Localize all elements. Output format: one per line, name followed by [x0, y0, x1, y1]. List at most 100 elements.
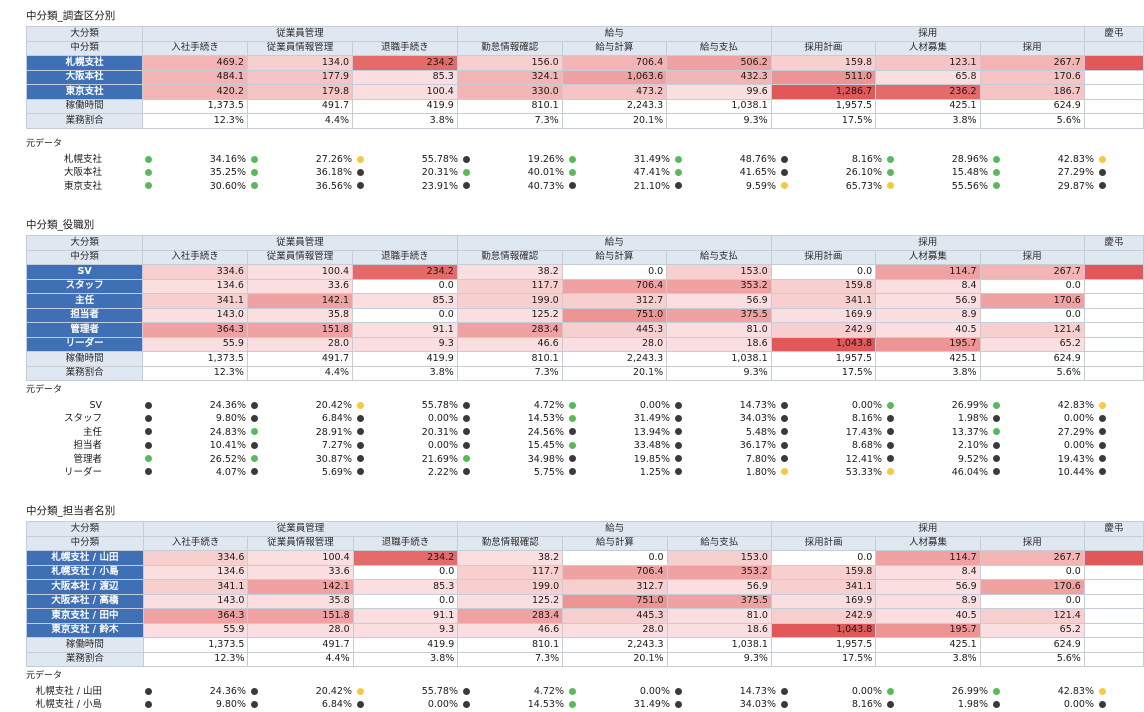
value-cell: 170.6: [979, 579, 1085, 595]
source-percent: 65.73%: [845, 180, 882, 192]
status-dot-icon: [887, 455, 894, 463]
row-header[interactable]: 東京支社 / 鈴木: [26, 622, 144, 638]
source-percent: 2.22%: [427, 466, 458, 478]
status-dot-icon: [145, 168, 152, 176]
value-cell: 65.2: [979, 336, 1085, 352]
hours-cell: 810.1: [456, 98, 563, 114]
hours-row: 稼働時間 1,373.5 491.7 419.9 810.1 2,243.3 1,038.1…: [26, 637, 1144, 653]
value-cell: 234.2: [352, 550, 459, 566]
source-percent: 40.73%: [527, 180, 564, 192]
value-cell: 375.5: [666, 307, 772, 323]
minor-category-header: 給与計算: [561, 40, 668, 56]
value-cell: 706.4: [562, 564, 668, 580]
status-dot-icon: [569, 168, 576, 176]
value-cell: 65.2: [979, 622, 1085, 638]
value-cell: 125.2: [456, 307, 563, 323]
row-header[interactable]: 大阪本社 / 渡辺: [26, 579, 144, 595]
source-percent: 24.56%: [527, 426, 564, 438]
row-header[interactable]: SV: [25, 264, 144, 280]
ratio-cell: 4.4%: [246, 113, 354, 129]
value-cell: 511.0: [770, 69, 877, 85]
value-cell: 0.0: [562, 550, 668, 566]
minor-category-header: 採用計画: [770, 535, 877, 551]
source-percent: 17.43%: [845, 426, 882, 438]
value-cell: [1083, 55, 1144, 71]
value-cell: 46.6: [457, 622, 564, 638]
source-percent: 5.75%: [533, 466, 564, 478]
table-row: 札幌支社 / 山田 334.6 100.4 234.2 38.2 0.0 153.0 0.0 1…: [26, 550, 1144, 566]
minor-category-header: [1083, 249, 1144, 265]
ratio-cell: 3.8%: [875, 651, 981, 667]
row-header[interactable]: 担当者: [25, 307, 144, 323]
status-dot-icon: [357, 455, 364, 463]
source-percent: 42.83%: [1057, 686, 1094, 697]
status-dot-icon: [781, 182, 788, 190]
row-header[interactable]: 大阪本社 / 高橋: [26, 593, 144, 609]
minor-category-header: 退職手続き: [352, 535, 459, 551]
value-cell: 0.0: [979, 593, 1085, 609]
table-row: 東京支社 / 田中 364.3 151.8 91.1 283.4 445.3 81.0 242…: [26, 608, 1144, 624]
source-percent: 47.41%: [633, 167, 670, 179]
value-cell: 151.8: [247, 608, 354, 624]
row-header[interactable]: 札幌支社 / 小島: [26, 564, 144, 580]
value-cell: 28.0: [561, 336, 668, 352]
status-dot-icon: [1099, 182, 1106, 190]
hours-cell: 624.9: [979, 98, 1085, 114]
value-cell: 364.3: [142, 322, 248, 338]
value-cell: 341.1: [142, 293, 248, 309]
row-header[interactable]: 主任: [25, 293, 144, 309]
status-dot-icon: [251, 468, 258, 476]
table-row: リーダー 55.9 28.0 9.3 46.6 28.0 18.6 1,043.8 195.7 6…: [25, 336, 1144, 352]
value-cell: 312.7: [562, 579, 668, 595]
major-header-row: 大分類 従業員管理 給与 採用 慶弔: [26, 521, 1144, 537]
status-dot-icon: [251, 687, 258, 695]
status-dot-icon: [887, 168, 894, 176]
row-header[interactable]: スタッフ: [25, 278, 144, 294]
status-dot-icon: [251, 401, 258, 409]
status-dot-icon: [675, 700, 682, 708]
major-category-header: 採用: [770, 26, 1085, 42]
minor-category-header: 勤怠情報確認: [456, 249, 563, 265]
status-dot-icon: [145, 414, 152, 422]
value-cell: 177.9: [246, 69, 354, 85]
value-cell: [1083, 293, 1144, 309]
row-header[interactable]: リーダー: [25, 336, 144, 352]
source-percent: 27.26%: [315, 154, 352, 165]
source-percent: 20.31%: [421, 426, 458, 438]
status-dot-icon: [251, 168, 258, 176]
source-row-label: 大阪本社: [63, 167, 102, 179]
table-row: スタッフ 134.6 33.6 0.0 117.7 706.4 353.2 159.8 8.4 0…: [25, 278, 1144, 294]
row-header[interactable]: 札幌支社 / 山田: [26, 550, 144, 566]
status-dot-icon: [993, 182, 1000, 190]
status-dot-icon: [569, 700, 576, 708]
value-cell: 1,286.7: [770, 84, 877, 100]
value-cell: 55.9: [142, 336, 248, 352]
row-header[interactable]: 大阪本社: [25, 69, 144, 85]
value-cell: 8.9: [875, 307, 981, 323]
source-percent: 8.16%: [851, 413, 882, 425]
source-percent: 26.99%: [951, 686, 988, 697]
status-dot-icon: [887, 155, 894, 163]
status-dot-icon: [145, 155, 152, 163]
table-row: SV 334.6 100.4 234.2 38.2 0.0 153.0 0.0 114.7 267…: [25, 264, 1144, 280]
value-cell: 65.8: [875, 69, 981, 85]
source-percent: 24.83%: [209, 426, 246, 438]
status-dot-icon: [675, 687, 682, 695]
value-cell: 0.0: [979, 307, 1085, 323]
status-dot-icon: [675, 401, 682, 409]
row-header[interactable]: 東京支社: [25, 84, 144, 100]
minor-category-header: 退職手続き: [352, 40, 458, 56]
row-header[interactable]: 東京支社 / 田中: [26, 608, 144, 624]
ratio-cell: 20.1%: [561, 113, 668, 129]
source-percent: 34.16%: [209, 154, 246, 165]
row-header[interactable]: 管理者: [25, 322, 144, 338]
value-cell: 56.9: [875, 293, 981, 309]
status-dot-icon: [887, 401, 894, 409]
value-cell: 445.3: [561, 322, 668, 338]
status-dot-icon: [993, 428, 1000, 436]
status-dot-icon: [145, 441, 152, 449]
major-category-header: 従業員管理: [142, 521, 459, 537]
row-header[interactable]: 札幌支社: [25, 55, 144, 71]
value-cell: 242.9: [770, 608, 877, 624]
source-percent: 9.52%: [957, 453, 988, 465]
